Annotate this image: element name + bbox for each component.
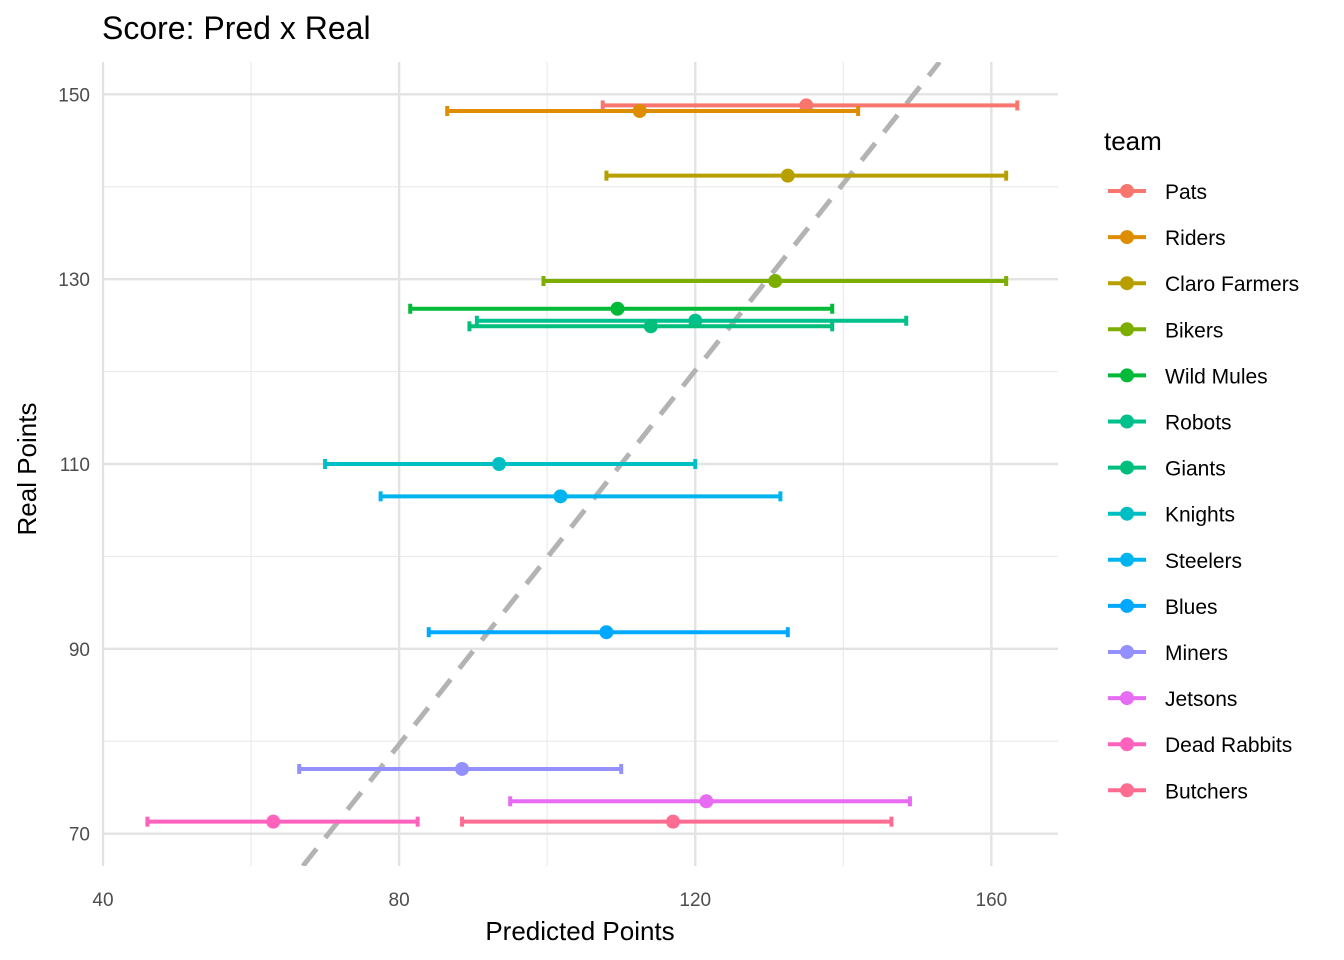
series-bikers bbox=[541, 274, 1009, 289]
legend-item: Wild Mules bbox=[1108, 365, 1268, 388]
data-point bbox=[699, 794, 714, 809]
legend-key-point bbox=[1120, 230, 1134, 245]
y-tick-label: 70 bbox=[69, 825, 90, 846]
legend-key-point bbox=[1120, 368, 1134, 383]
x-tick-label: 160 bbox=[976, 890, 1008, 911]
data-point bbox=[632, 103, 647, 118]
legend-key-point bbox=[1120, 506, 1134, 521]
legend-key-point bbox=[1120, 783, 1134, 798]
legend-item: Steelers bbox=[1108, 550, 1242, 573]
y-axis-title: Real Points bbox=[12, 403, 42, 536]
legend-label: Miners bbox=[1165, 642, 1228, 665]
legend-key-point bbox=[1120, 552, 1134, 567]
series-dead-rabbits bbox=[145, 814, 420, 829]
legend-item: Giants bbox=[1108, 458, 1226, 481]
data-point bbox=[553, 489, 568, 504]
series-jetsons bbox=[508, 794, 912, 809]
legend-label: Knights bbox=[1165, 504, 1235, 527]
legend-title: team bbox=[1104, 126, 1162, 156]
legend-key-point bbox=[1120, 322, 1134, 337]
series-claro-farmers bbox=[604, 168, 1009, 183]
legend-item: Bikers bbox=[1108, 319, 1223, 342]
legend-key-point bbox=[1120, 737, 1134, 752]
legend-label: Bikers bbox=[1165, 319, 1223, 342]
legend-item: Miners bbox=[1108, 642, 1228, 665]
legend-label: Dead Rabbits bbox=[1165, 734, 1292, 757]
legend-item: Dead Rabbits bbox=[1108, 734, 1292, 757]
x-tick-label: 40 bbox=[92, 890, 113, 911]
chart-title: Score: Pred x Real bbox=[102, 10, 371, 46]
data-point bbox=[610, 301, 625, 316]
y-tick-label: 130 bbox=[58, 270, 90, 291]
legend-label: Pats bbox=[1165, 181, 1207, 204]
legend-key-point bbox=[1120, 184, 1134, 198]
legend-label: Robots bbox=[1165, 412, 1232, 435]
legend-label: Claro Farmers bbox=[1165, 273, 1299, 296]
y-tick-label: 90 bbox=[69, 640, 90, 661]
legend-label: Riders bbox=[1165, 227, 1226, 250]
legend-key-point bbox=[1120, 414, 1134, 429]
legend-item: Pats bbox=[1108, 181, 1207, 204]
legend-key-point bbox=[1120, 460, 1134, 475]
legend-label: Steelers bbox=[1165, 550, 1242, 573]
series-butchers bbox=[460, 814, 894, 829]
legend-label: Blues bbox=[1165, 596, 1218, 619]
data-point bbox=[780, 168, 795, 183]
data-point bbox=[688, 313, 703, 328]
series-pats bbox=[600, 98, 1020, 113]
legend-label: Wild Mules bbox=[1165, 365, 1268, 388]
x-axis-title: Predicted Points bbox=[485, 916, 674, 946]
legend-item: Robots bbox=[1108, 412, 1232, 435]
legend-item: Butchers bbox=[1108, 780, 1248, 803]
legend-key-point bbox=[1120, 645, 1134, 659]
data-point bbox=[643, 319, 658, 334]
data-point bbox=[599, 625, 614, 640]
data-point bbox=[666, 814, 681, 829]
legend-item: Jetsons bbox=[1108, 688, 1237, 711]
legend-items: Pats Riders Claro Farmers Bikers Wild Mules R… bbox=[1108, 181, 1299, 803]
data-point bbox=[455, 761, 470, 776]
series-knights bbox=[323, 457, 698, 471]
y-tick-label: 150 bbox=[58, 85, 90, 106]
x-tick-label: 80 bbox=[389, 890, 410, 911]
legend-item: Knights bbox=[1108, 504, 1235, 527]
legend-item: Blues bbox=[1108, 596, 1218, 619]
legend-key-point bbox=[1120, 276, 1134, 291]
x-tick-label: 120 bbox=[679, 890, 711, 911]
legend-label: Giants bbox=[1165, 458, 1226, 481]
legend: team Pats Riders Claro Farmers Bikers Wild M… bbox=[1104, 126, 1299, 803]
data-point bbox=[799, 98, 814, 113]
legend-item: Riders bbox=[1108, 227, 1226, 250]
series-riders bbox=[445, 103, 861, 118]
legend-item: Claro Farmers bbox=[1108, 273, 1299, 296]
legend-label: Butchers bbox=[1165, 780, 1248, 803]
series-giants bbox=[467, 319, 835, 334]
series-miners bbox=[297, 761, 624, 776]
series-layer bbox=[145, 98, 1020, 829]
data-point bbox=[266, 814, 281, 829]
data-point bbox=[492, 457, 507, 471]
series-steelers bbox=[378, 489, 783, 504]
series-robots bbox=[474, 313, 909, 328]
series-blues bbox=[426, 625, 790, 640]
data-point bbox=[768, 274, 783, 289]
y-tick-label: 110 bbox=[60, 455, 90, 476]
legend-label: Jetsons bbox=[1165, 688, 1237, 711]
legend-key-point bbox=[1120, 691, 1134, 706]
legend-key-point bbox=[1120, 598, 1134, 613]
series-wild-mules bbox=[408, 301, 835, 316]
tick-labels: 40 80 120 160 70 90 110 130 150 bbox=[58, 85, 1007, 911]
